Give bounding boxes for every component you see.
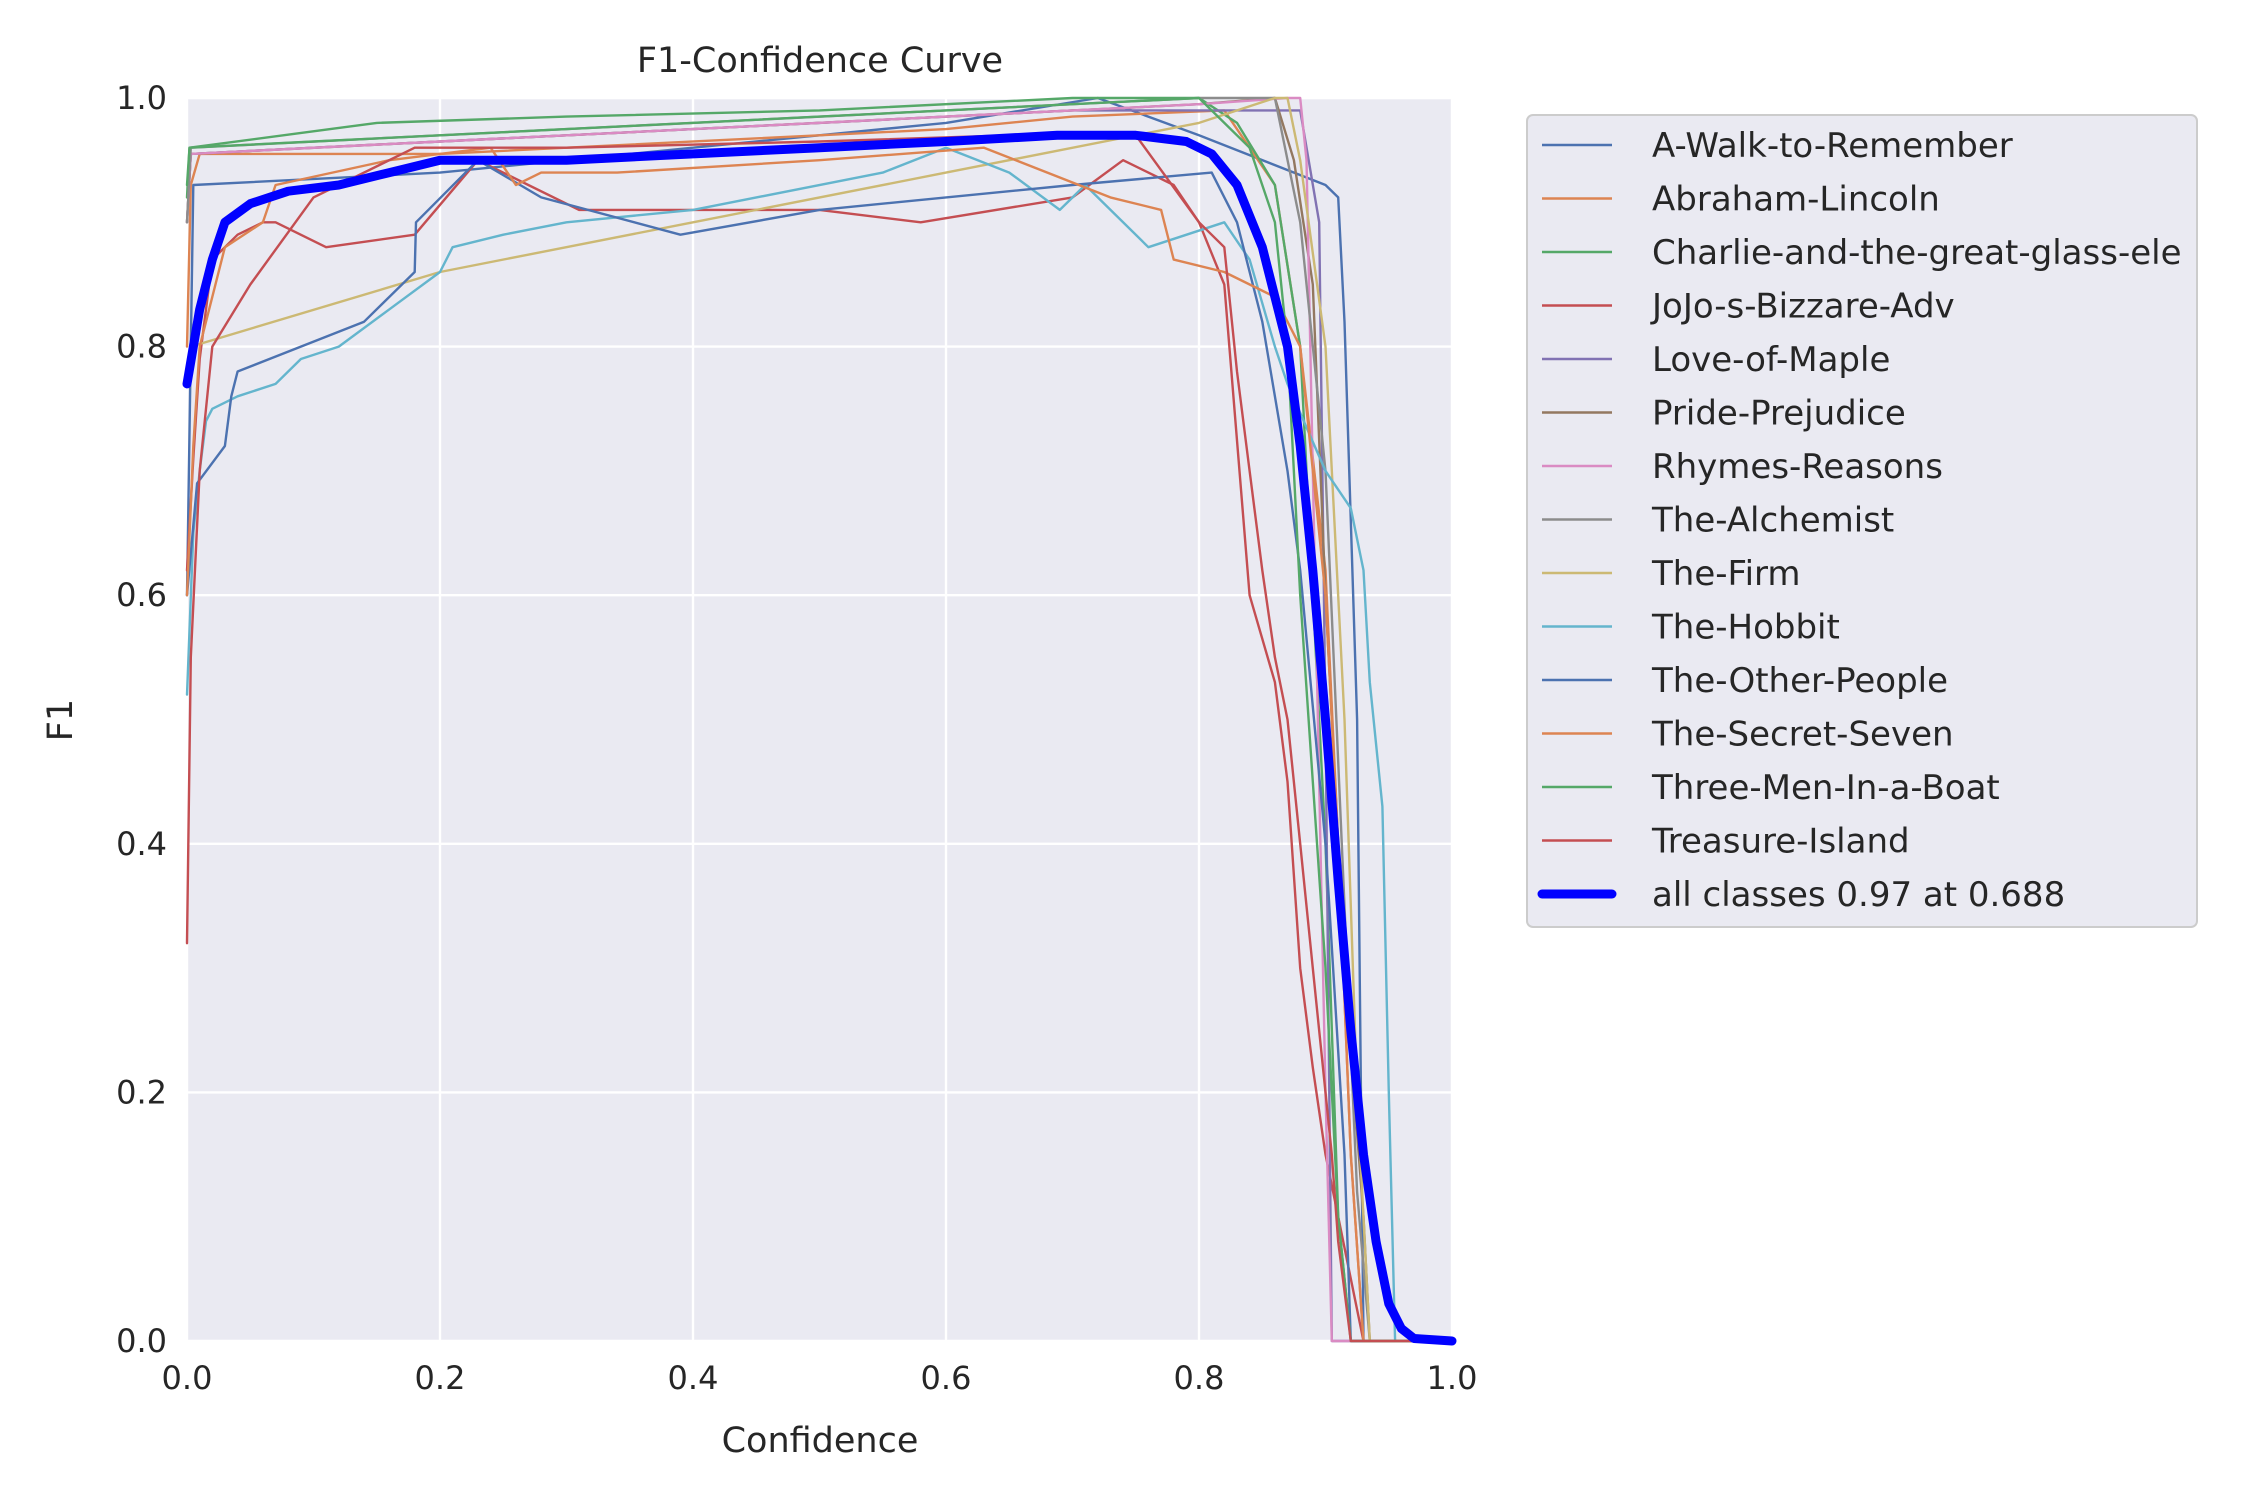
legend-label: all classes 0.97 at 0.688 xyxy=(1652,875,2065,915)
x-tick-label: 1.0 xyxy=(1427,1359,1478,1397)
series-line xyxy=(185,96,1454,1343)
y-tick-label: 0.0 xyxy=(116,1322,167,1360)
legend-label: The-Firm xyxy=(1651,554,1801,594)
series-line xyxy=(185,146,1454,1343)
x-tick-label: 0.2 xyxy=(415,1359,466,1397)
x-tick-label: 0.4 xyxy=(668,1359,719,1397)
legend-label: Abraham-Lincoln xyxy=(1652,180,1940,220)
series-line xyxy=(185,158,1454,1343)
legend-label: Pride-Prejudice xyxy=(1652,394,1906,434)
series-lines xyxy=(182,96,1457,1346)
y-tick-label: 1.0 xyxy=(116,79,167,117)
legend: A-Walk-to-Remember Abraham-Lincoln Charlie… xyxy=(1526,114,2198,928)
grid xyxy=(185,96,1454,1343)
series-line-all-classes xyxy=(182,130,1457,1346)
legend-label: JoJo-s-Bizzare-Adv xyxy=(1650,287,1955,327)
y-tick-label: 0.4 xyxy=(116,825,167,863)
plot-area xyxy=(187,98,1452,1341)
y-tick-label: 0.2 xyxy=(116,1073,167,1111)
legend-label: A-Walk-to-Remember xyxy=(1652,126,2013,166)
x-tick-label: 0.6 xyxy=(921,1359,972,1397)
series-line xyxy=(185,146,1454,1343)
x-tick-label: 0.0 xyxy=(162,1359,213,1397)
series-line xyxy=(185,96,1454,1343)
legend-label: The-Other-People xyxy=(1651,661,1948,701)
legend-label: The-Secret-Seven xyxy=(1651,715,1954,755)
series-line xyxy=(185,158,1454,1343)
y-axis-label: F1 xyxy=(41,699,81,741)
y-tick-label: 0.8 xyxy=(116,328,167,366)
legend-label: The-Hobbit xyxy=(1651,608,1840,648)
x-tick-label: 0.8 xyxy=(1174,1359,1225,1397)
legend-label: Rhymes-Reasons xyxy=(1652,447,1943,487)
series-line xyxy=(185,134,1454,1343)
legend-label: Treasure-Island xyxy=(1651,822,1910,862)
axis-ticks: 0.0 0.2 0.4 0.6 0.8 1.0 0.0 0.2 0.4 0.6 0.8 1.0 xyxy=(116,79,1477,1397)
legend-label: Charlie-and-the-great-glass-ele xyxy=(1652,233,2182,273)
chart-title: F1-Confidence Curve xyxy=(637,41,1003,81)
x-axis-label: Confidence xyxy=(722,1421,919,1461)
legend-label: The-Alchemist xyxy=(1651,501,1894,541)
legend-label: Three-Men-In-a-Boat xyxy=(1651,768,2000,808)
legend-label: Love-of-Maple xyxy=(1652,340,1890,380)
y-tick-label: 0.6 xyxy=(116,576,167,614)
legend-box xyxy=(1526,114,2198,928)
